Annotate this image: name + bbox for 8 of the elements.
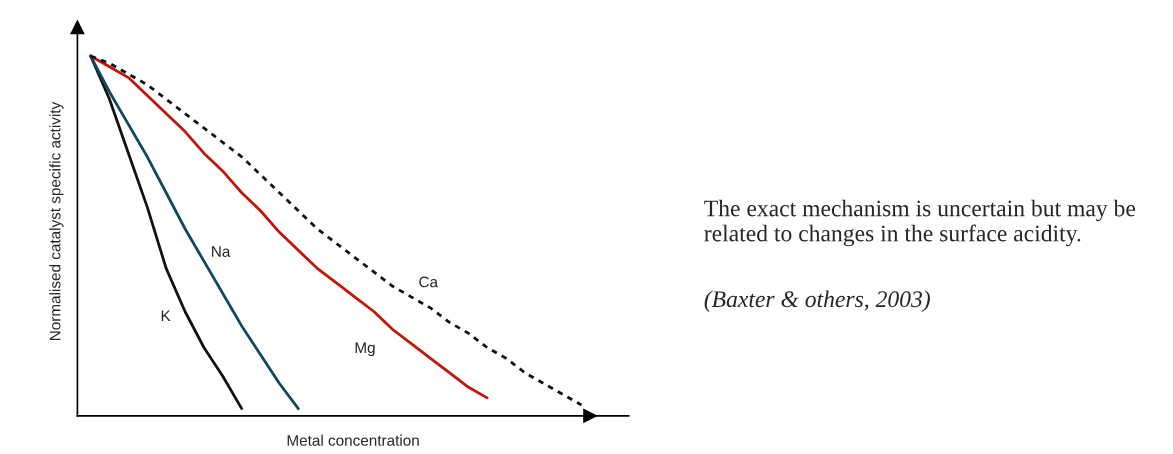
text: The exact mechanism is uncertain but may be related to changes in the surface acidity. <box>704 199 1136 247</box>
series-label: Mg <box>355 342 375 357</box>
text: (Baxter & others, 2003) <box>704 290 930 312</box>
series-label: Ca <box>419 276 439 288</box>
series-label: K <box>161 310 171 322</box>
y-axis-title: Normalised catalyst specific activity <box>49 101 64 341</box>
x-axis-title: Metal concentration <box>287 434 419 446</box>
series-label: Na <box>212 246 231 257</box>
